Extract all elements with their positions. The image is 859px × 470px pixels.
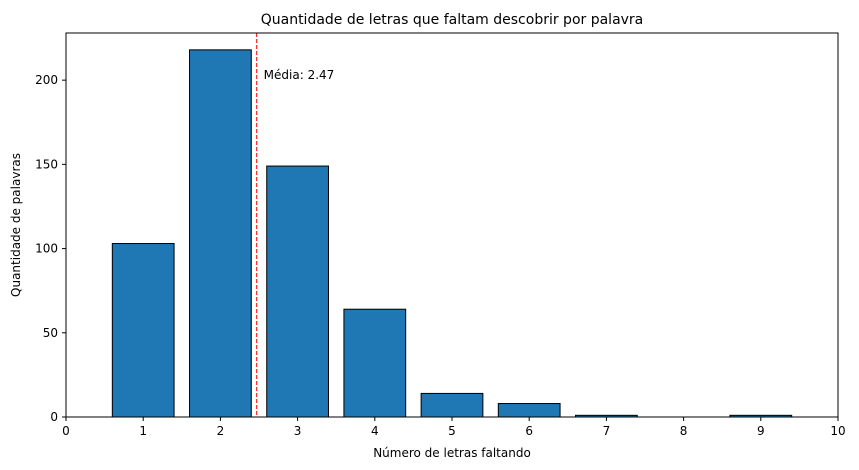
x-tick-label: 8 bbox=[680, 424, 688, 438]
bar-1 bbox=[111, 243, 175, 418]
x-axis-ticks: 0 1 2 3 4 5 6 7 8 9 10 bbox=[62, 417, 846, 438]
bar-4 bbox=[343, 308, 407, 418]
y-tick-label: 0 bbox=[50, 410, 58, 424]
y-tick-label: 150 bbox=[35, 157, 58, 171]
x-axis-label: Número de letras faltando bbox=[373, 446, 531, 460]
x-tick-label: 0 bbox=[62, 424, 70, 438]
y-tick-label: 100 bbox=[35, 242, 58, 256]
mean-line-group: Média: 2.47 bbox=[256, 33, 335, 417]
x-tick-label: 9 bbox=[757, 424, 765, 438]
x-tick-label: 10 bbox=[830, 424, 845, 438]
bar-5 bbox=[420, 392, 484, 418]
bar-2 bbox=[189, 49, 252, 418]
x-tick-label: 2 bbox=[217, 424, 225, 438]
bar-6 bbox=[497, 403, 561, 418]
y-axis-label: Quantidade de palavras bbox=[9, 153, 23, 297]
y-axis-ticks: 0 50 100 150 200 bbox=[35, 73, 66, 424]
mean-annotation: Média: 2.47 bbox=[264, 68, 335, 82]
x-tick-label: 4 bbox=[371, 424, 379, 438]
plot-frame bbox=[65, 32, 839, 418]
bars-group bbox=[111, 49, 793, 418]
x-tick-label: 6 bbox=[525, 424, 533, 438]
bar-3 bbox=[266, 165, 329, 418]
x-tick-label: 3 bbox=[294, 424, 302, 438]
y-tick-label: 50 bbox=[43, 326, 58, 340]
y-tick-label: 200 bbox=[35, 73, 58, 87]
x-tick-label: 7 bbox=[603, 424, 611, 438]
x-tick-label: 1 bbox=[139, 424, 147, 438]
chart-title: Quantidade de letras que faltam descobri… bbox=[261, 12, 644, 28]
x-tick-label: 5 bbox=[448, 424, 456, 438]
